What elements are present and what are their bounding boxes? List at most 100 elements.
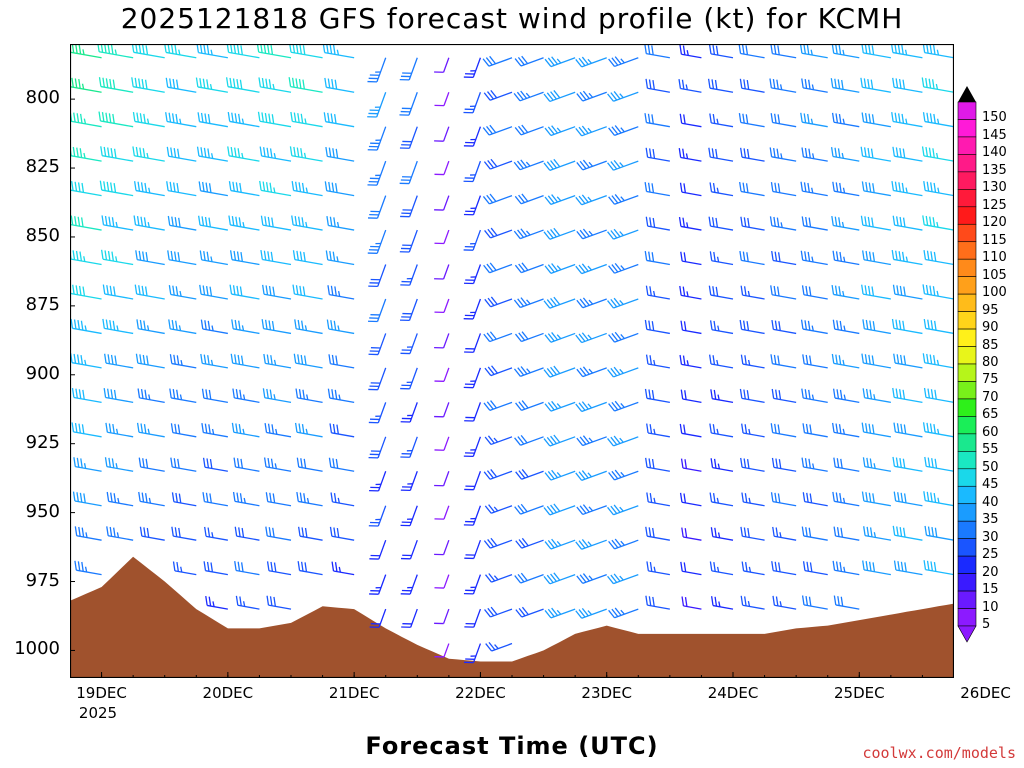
wind-barb xyxy=(100,249,134,266)
wind-barb xyxy=(256,44,292,59)
wind-barb xyxy=(738,44,765,59)
wind-barb xyxy=(368,264,387,288)
wind-barb xyxy=(608,538,639,550)
wind-barb xyxy=(922,353,954,369)
wind-barb xyxy=(514,262,544,274)
wind-barb xyxy=(862,319,891,335)
wind-barb xyxy=(861,44,891,59)
wind-barb xyxy=(801,147,828,162)
colorbar-swatch xyxy=(957,485,977,505)
wind-barb xyxy=(260,215,292,231)
wind-barb xyxy=(576,159,607,171)
wind-barb xyxy=(172,561,197,576)
colorbar-label: 45 xyxy=(982,477,999,493)
wind-barb xyxy=(294,422,323,438)
wind-barb xyxy=(484,606,513,618)
wind-barb xyxy=(227,111,260,128)
wind-barb xyxy=(576,90,607,102)
colorbar-label: 20 xyxy=(982,564,999,580)
wind-barb xyxy=(234,526,260,541)
wind-barb xyxy=(922,284,954,300)
wind-barb xyxy=(544,56,576,68)
wind-barb xyxy=(514,572,544,584)
plot-frame xyxy=(70,44,954,678)
wind-barb xyxy=(261,319,292,335)
wind-barb xyxy=(832,319,860,335)
wind-barb xyxy=(102,284,134,300)
wind-barb xyxy=(198,181,228,197)
wind-barb xyxy=(400,574,418,595)
wind-barb xyxy=(738,113,765,128)
wind-barb xyxy=(464,539,482,560)
colorbar-bottom-arrow xyxy=(957,625,977,643)
wind-barb xyxy=(166,181,197,197)
wind-barb xyxy=(608,262,639,274)
wind-barb xyxy=(680,320,702,335)
wind-barb xyxy=(833,595,860,610)
wind-barb xyxy=(832,181,860,197)
wind-barb xyxy=(369,574,387,595)
wind-barb xyxy=(800,250,828,266)
wind-barb xyxy=(482,124,513,136)
wind-barb xyxy=(464,608,482,628)
wind-barb xyxy=(514,193,544,205)
wind-barb xyxy=(645,147,670,162)
wind-barb xyxy=(923,318,954,335)
wind-barb xyxy=(132,111,165,128)
wind-barb xyxy=(257,111,292,128)
wind-barb xyxy=(575,607,607,619)
colorbar-swatch xyxy=(957,503,977,522)
wind-barb xyxy=(680,251,702,266)
wind-barb xyxy=(607,504,639,516)
wind-barb xyxy=(832,560,860,576)
wind-barb xyxy=(106,491,134,507)
wind-barb xyxy=(710,458,734,472)
colorbar-label: 115 xyxy=(982,232,1007,248)
wind-barb xyxy=(802,423,828,438)
wind-barb xyxy=(739,319,765,335)
wind-barb xyxy=(196,44,228,59)
wind-barb xyxy=(772,526,797,541)
wind-barb xyxy=(608,125,639,136)
wind-barb xyxy=(197,112,228,128)
colorbar-swatch xyxy=(957,154,977,173)
wind-barb xyxy=(204,526,228,541)
wind-barb xyxy=(575,332,607,344)
wind-barb xyxy=(923,491,954,507)
wind-barb xyxy=(70,249,102,266)
wind-barb xyxy=(331,561,355,576)
wind-barb xyxy=(801,457,828,472)
wind-barb xyxy=(234,561,260,576)
wind-barb xyxy=(740,216,765,231)
wind-barb xyxy=(97,44,134,59)
wind-barb xyxy=(576,228,607,240)
wind-barb xyxy=(544,469,576,481)
wind-barb xyxy=(892,215,923,231)
wind-barb xyxy=(515,400,544,412)
wind-barb xyxy=(575,470,607,481)
wind-barb xyxy=(400,539,418,560)
wind-barb xyxy=(434,367,450,382)
colorbar-swatch xyxy=(957,293,977,312)
wind-barb xyxy=(463,195,482,216)
wind-barb xyxy=(644,113,670,128)
colorbar-label: 105 xyxy=(982,267,1007,283)
colorbar-label: 145 xyxy=(982,127,1007,143)
wind-barb xyxy=(200,319,228,335)
wind-barb xyxy=(544,332,576,343)
wind-barb xyxy=(131,77,165,93)
wind-barb xyxy=(709,561,734,576)
wind-barb xyxy=(708,285,734,300)
wind-barb xyxy=(434,436,450,451)
wind-barb xyxy=(367,195,387,219)
wind-barb xyxy=(544,263,576,274)
wind-barb xyxy=(831,215,860,231)
wind-barb xyxy=(608,607,639,619)
wind-barb xyxy=(771,319,797,335)
wind-barb xyxy=(645,354,670,369)
wind-barb xyxy=(199,250,228,266)
colorbar-swatch xyxy=(957,520,977,539)
wind-barb xyxy=(678,216,702,231)
wind-barb xyxy=(463,298,482,320)
y-tick-label: 875 xyxy=(25,293,60,315)
